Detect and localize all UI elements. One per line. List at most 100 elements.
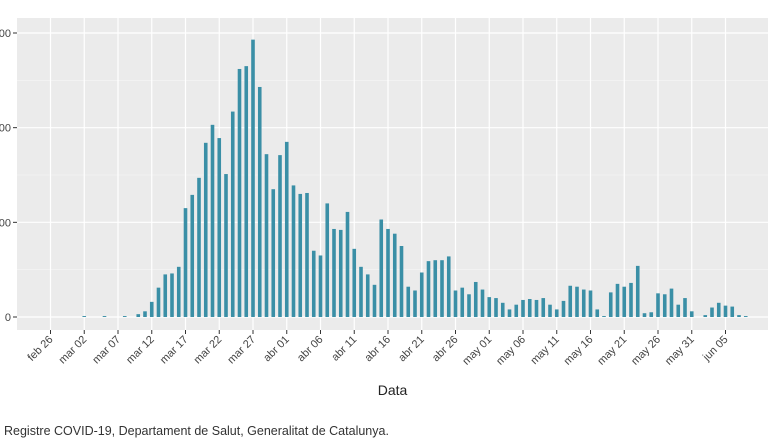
bar [197,177,201,317]
x-tick-label: abr 06 [295,334,326,365]
x-tick-label: mar 27 [225,334,258,367]
y-tick-label: 100 [0,217,11,229]
bar [244,66,249,317]
bar [534,299,539,317]
bar [338,229,343,317]
bar [575,286,579,317]
bar [703,315,708,317]
bar [251,39,255,317]
bar [608,292,613,317]
bar [676,304,681,317]
bar [170,273,174,317]
bar [365,274,370,317]
bar [568,285,573,317]
bar [554,309,559,317]
bar [629,282,633,317]
bar [521,299,525,317]
bar [359,266,363,317]
plot-panel [17,18,768,330]
bar [224,174,228,317]
bar [102,316,107,317]
bar [487,297,492,317]
bar [210,124,215,318]
bar [237,68,242,318]
x-tick-label: may 06 [494,334,528,368]
x-tick-label: feb 26 [26,334,56,364]
x-tick-label: mar 17 [158,334,191,367]
bar [467,294,471,317]
bar [291,185,296,317]
bar [122,316,127,317]
x-tick-label: abr 01 [261,334,292,365]
bar [494,298,498,317]
bar [345,211,350,317]
x-axis-title: Data [378,382,408,398]
bar [480,289,485,317]
source-caption: Registre COVID-19, Departament de Salut,… [4,424,389,438]
bar [372,284,377,317]
bar [683,298,687,317]
bar [332,228,336,317]
bar [460,287,465,317]
bar [392,233,397,317]
bar [278,155,282,317]
bar [507,309,512,317]
bar [82,316,87,317]
x-tick-label: may 21 [595,334,629,368]
bar [581,289,586,317]
x-tick-label: jun 05 [700,334,730,364]
x-tick-label: may 31 [663,334,697,368]
bar [500,302,505,317]
bar [649,312,654,317]
bar [399,246,404,317]
bar [318,255,323,317]
bar [433,260,438,317]
bar [662,294,667,317]
x-tick-label: may 01 [460,334,494,368]
y-tick-label: 300 [0,28,11,40]
bar [413,290,417,317]
bar [656,293,660,317]
bar [264,154,269,317]
bar [203,142,208,317]
bar [284,141,289,317]
bar [406,286,411,317]
bar [156,287,161,317]
bar [230,111,235,317]
bar [602,316,606,317]
bar [352,248,357,317]
x-tick-label: may 26 [629,334,663,368]
bar [514,304,519,317]
bar [642,313,647,317]
y-tick-label: 200 [0,123,11,135]
x-tick-label: may 11 [528,334,561,367]
bar [588,290,593,317]
x-tick-label: may 16 [562,334,596,368]
bar [561,300,566,317]
bar [710,307,714,317]
bar [446,256,451,317]
bar [379,219,384,317]
bar [716,302,721,317]
x-tick-label: mar 07 [90,334,123,367]
bar [419,272,424,317]
x-tick-label: abr 26 [430,334,461,365]
bar [325,203,330,317]
y-tick-label: 0 [5,312,11,324]
x-tick-label: mar 22 [192,334,225,367]
bar [730,306,735,317]
bar [548,304,552,317]
bar [689,311,694,317]
bar [386,228,390,317]
bar [595,309,600,317]
bar [440,260,444,317]
x-tick-label: abr 16 [363,334,394,365]
bar [136,314,141,317]
bar [257,86,262,318]
bar [473,281,478,317]
bar [622,286,627,317]
bar [183,208,188,317]
bar [190,194,195,317]
x-tick-label: mar 02 [57,334,90,367]
